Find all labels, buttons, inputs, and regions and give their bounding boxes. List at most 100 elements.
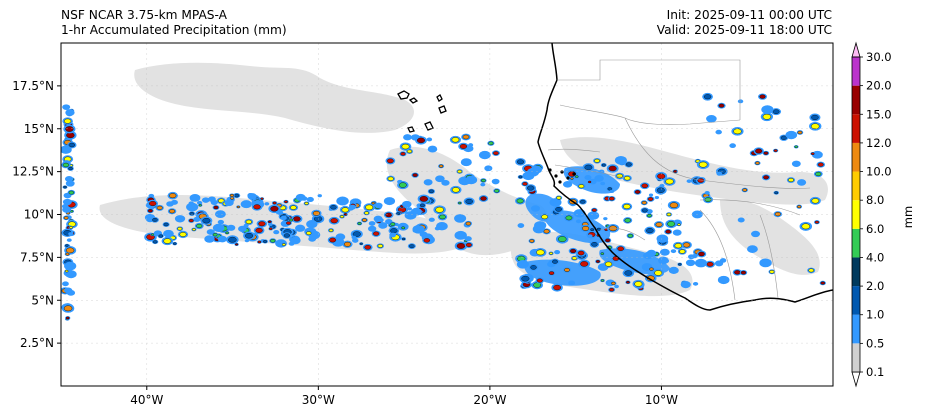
precip-cell-core [556,196,562,200]
precip-cell-outer [562,181,573,188]
colorbar-tick-label: 8.0 [866,193,884,207]
precip-cell-outer [335,233,346,241]
colorbar-tick-label: 0.1 [866,365,884,379]
colorbar-bin [852,343,860,372]
precip-cell-outer [717,275,730,285]
border-mali-east [624,117,811,189]
precip-cell-core [811,114,819,121]
precip-cell-outer [62,198,72,206]
precip-cell-outer [759,258,772,268]
precip-cell-core [68,142,76,148]
precip-cell-core [617,246,624,251]
precip-cell-outer [603,217,608,221]
lat-tick-label: 17.5°N [12,79,54,93]
precip-cell-core [788,178,794,183]
colorbar-tick-label: 6.0 [866,222,884,236]
precip-cell-core [225,231,229,235]
precip-cell-core [774,212,781,217]
precip-cell-core [65,126,74,132]
precip-cell-core [344,241,351,247]
precip-cell-outer [306,196,314,203]
precip-cell-core [371,201,375,205]
precip-cell-core [575,175,579,178]
precip-cell-outer [656,234,669,243]
precip-cell-core [412,173,418,177]
precip-cell-outer [568,280,576,286]
precip-cell-core [555,207,562,212]
precip-cell-core [359,242,363,245]
precip-cell-core [594,158,600,163]
precip-cell-core [703,94,712,100]
precip-cell-core [527,185,535,191]
precip-cell-core [150,233,155,236]
border-sierra-leone [599,227,646,241]
island-santo-antao [397,90,410,100]
colorbar-extend-max [851,41,861,58]
light-precip-region-sahel [560,137,828,205]
precip-cell-outer [587,234,593,239]
precip-cell-core [212,233,218,237]
precip-cell-core [312,210,320,216]
precip-cell-core [641,201,647,205]
precip-cell-core [65,244,69,247]
precip-cell-outer [747,245,758,253]
precip-cell-core [773,149,778,152]
colorbar-bin [852,85,860,115]
precip-cell-outer [351,235,357,240]
precip-cell-core [245,219,252,224]
precip-cell-core [580,199,586,204]
precip-cell-outer [62,281,69,287]
precip-cell-core [253,204,261,210]
border-burkina [699,199,801,216]
colorbar-tick-label: 1.0 [866,308,884,322]
precip-cell-core [657,173,666,180]
precip-cell-core [373,231,380,236]
convective-cells [61,92,826,321]
colorbar-bin [852,200,860,229]
precip-cell-core [549,271,555,275]
precip-cell-core [624,218,631,223]
precip-cell-core [465,242,472,247]
precip-cell-outer [516,259,529,269]
precip-cell-core [488,141,494,146]
precip-cell-core [158,234,163,238]
precip-cell-core [607,187,613,191]
precip-cell-core [152,217,158,222]
precip-cell-outer [373,215,383,223]
precip-cell-core [390,228,398,234]
precip-cell-core [706,261,714,267]
precip-cell-core [624,176,631,181]
lat-tick-label: 2.5°N [20,336,54,350]
precip-cell-core [270,239,276,243]
precip-cell-outer [680,281,691,289]
precip-cell-outer [65,180,75,187]
precip-cell-core [283,233,290,238]
precip-cell-core [416,137,425,144]
precip-cell-outer [163,229,174,238]
longitude-axis: 40°W 30°W 20°W 10°W [130,386,678,407]
precip-cell-core [678,263,682,266]
precip-cell-core [289,218,294,222]
precip-cell-core [286,221,291,225]
precip-cell-core [377,244,383,248]
precip-cell-outer [426,137,433,142]
precip-cell-core [428,189,434,194]
precip-cell-outer [275,210,280,214]
precip-cell-outer [68,232,74,236]
precip-cell-outer [648,193,654,197]
colorbar-tick-label: 2.0 [866,279,884,293]
border-mauritania-north [557,59,741,120]
precip-cell-core [591,208,597,212]
precip-cell-core [66,247,75,254]
precip-cell-core [611,281,616,285]
precip-cell-outer [479,150,491,160]
precip-cell-outer [670,249,677,254]
precip-cell-core [387,158,394,164]
precip-cell-core [396,212,401,215]
precip-cell-core [364,211,369,215]
precip-cell-outer [465,175,478,185]
border-senegal-gambia [547,148,601,153]
precip-cell-outer [204,235,215,243]
precip-cell-outer [306,220,318,229]
precip-cell-core [257,240,262,244]
